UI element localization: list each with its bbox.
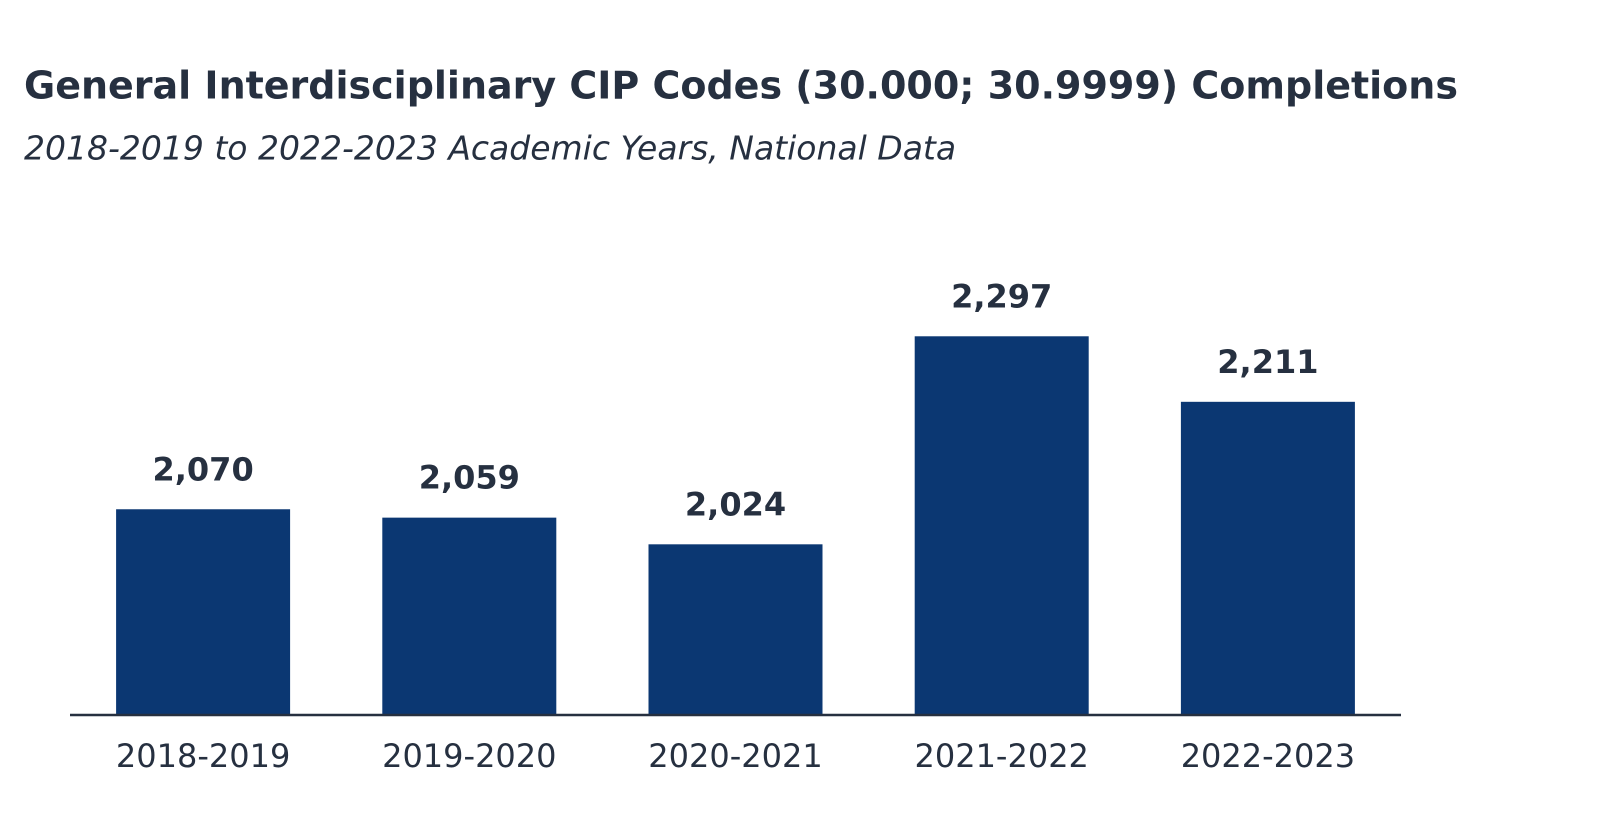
x-tick-label: 2022-2023: [1181, 737, 1355, 775]
bar: [382, 517, 557, 715]
bar: [648, 544, 823, 715]
x-tick-label: 2018-2019: [116, 737, 290, 775]
bar: [914, 336, 1089, 715]
value-label: 2,024: [685, 485, 786, 523]
x-tick-label: 2020-2021: [648, 737, 822, 775]
x-tick-label: 2019-2020: [382, 737, 556, 775]
bar: [116, 509, 291, 715]
value-label: 2,211: [1217, 343, 1318, 381]
bar: [1180, 401, 1355, 715]
chart-title: General Interdisciplinary CIP Codes (30.…: [24, 64, 1458, 108]
chart-subtitle: 2018-2019 to 2022-2023 Academic Years, N…: [24, 129, 956, 168]
value-label: 2,059: [419, 459, 520, 497]
value-label: 2,070: [152, 450, 253, 488]
x-tick-label: 2021-2022: [914, 737, 1088, 775]
value-label: 2,297: [951, 277, 1052, 315]
